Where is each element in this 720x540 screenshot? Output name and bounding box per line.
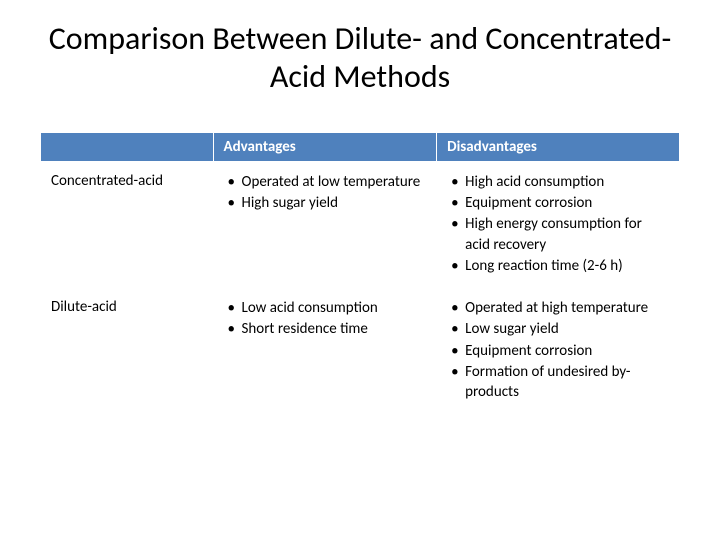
slide-title: Comparison Between Dilute- and Concentra… [40, 20, 680, 97]
list-item: High energy consumption for acid recover… [447, 214, 669, 255]
row-label-dilute: Dilute-acid [41, 288, 214, 414]
list-item: Operated at low temperature [224, 172, 427, 192]
table-row: Concentrated-acid Operated at low temper… [41, 161, 680, 287]
list-item: Low sugar yield [447, 319, 669, 339]
bullet-list: Low acid consumption Short residence tim… [224, 298, 427, 340]
bullet-list: High acid consumption Equipment corrosio… [447, 172, 669, 276]
list-item: Low acid consumption [224, 298, 427, 318]
list-item: Operated at high temperature [447, 298, 669, 318]
table-row: Dilute-acid Low acid consumption Short r… [41, 288, 680, 414]
table-header-disadvantages: Disadvantages [437, 132, 680, 161]
bullet-list: Operated at low temperature High sugar y… [224, 172, 427, 214]
list-item: Short residence time [224, 319, 427, 339]
cell-dilute-disadvantages: Operated at high temperature Low sugar y… [437, 288, 680, 414]
cell-concentrated-advantages: Operated at low temperature High sugar y… [213, 161, 437, 287]
cell-concentrated-disadvantages: High acid consumption Equipment corrosio… [437, 161, 680, 287]
list-item: Equipment corrosion [447, 193, 669, 213]
cell-dilute-advantages: Low acid consumption Short residence tim… [213, 288, 437, 414]
table-header-empty [41, 132, 214, 161]
table-header-advantages: Advantages [213, 132, 437, 161]
slide-container: Comparison Between Dilute- and Concentra… [0, 0, 720, 540]
list-item: High sugar yield [224, 193, 427, 213]
list-item: Equipment corrosion [447, 341, 669, 361]
row-label-concentrated: Concentrated-acid [41, 161, 214, 287]
list-item: Long reaction time (2-6 h) [447, 256, 669, 276]
list-item: High acid consumption [447, 172, 669, 192]
comparison-table: Advantages Disadvantages Concentrated-ac… [40, 132, 680, 415]
list-item: Formation of undesired by-products [447, 362, 669, 403]
table-header-row: Advantages Disadvantages [41, 132, 680, 161]
bullet-list: Operated at high temperature Low sugar y… [447, 298, 669, 402]
